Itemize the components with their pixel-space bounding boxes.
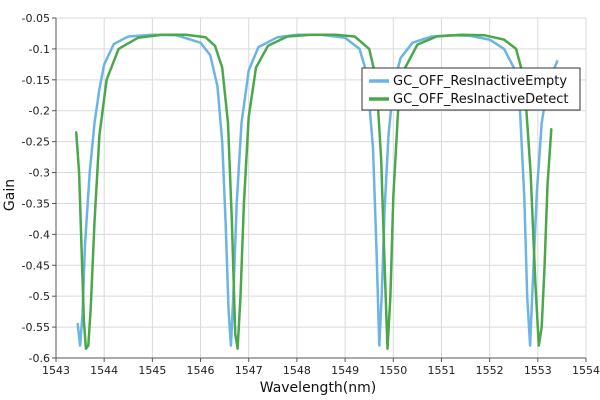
y-tick-label: -0.2	[29, 105, 50, 118]
y-tick-label: -0.1	[29, 43, 50, 56]
y-tick-labels: -0.05 -0.1 -0.15 -0.2 -0.25 -0.3 -0.35 -0.4 -0.4…	[22, 12, 50, 365]
x-axis-title: Wavelength(nm)	[260, 380, 376, 396]
x-tick-label: 1548	[283, 364, 311, 377]
series-lines	[74, 33, 559, 350]
y-tick-label: -0.35	[22, 197, 50, 210]
x-tick-label: 1550	[379, 364, 407, 377]
y-axis-title: Gain	[2, 179, 18, 211]
y-tick-label: -0.55	[22, 321, 50, 334]
legend-label-detect: GC_OFF_ResInactiveDetect	[393, 92, 569, 107]
axes	[52, 17, 587, 362]
legend: GC_OFF_ResInactiveEmpty GC_OFF_ResInacti…	[361, 67, 581, 111]
series-line-0	[76, 33, 559, 347]
y-tick-label: -0.3	[29, 167, 50, 180]
x-tick-label: 1544	[90, 364, 118, 377]
y-tick-label: -0.25	[22, 136, 50, 149]
y-tick-label: -0.4	[29, 228, 50, 241]
x-tick-label: 1545	[138, 364, 166, 377]
y-tick-label: -0.05	[22, 12, 50, 25]
x-tick-label: 1554	[572, 364, 600, 377]
x-tick-label: 1553	[524, 364, 552, 377]
x-tick-label: 1552	[476, 364, 504, 377]
x-tick-label: 1546	[187, 364, 215, 377]
x-tick-label: 1547	[235, 364, 263, 377]
y-tick-label: -0.45	[22, 259, 50, 272]
series-line-1	[74, 33, 553, 350]
legend-box	[361, 67, 581, 111]
x-tick-label: 1549	[331, 364, 359, 377]
x-tick-label: 1551	[427, 364, 455, 377]
y-tick-label: -0.15	[22, 74, 50, 87]
y-tick-label: -0.5	[29, 290, 50, 303]
x-tick-label: 1543	[42, 364, 70, 377]
x-tick-labels: 1543 1544 1545 1546 1547 1548 1549 1550 1551 1552…	[42, 364, 600, 377]
y-tick-label: -0.6	[29, 352, 50, 365]
legend-label-empty: GC_OFF_ResInactiveEmpty	[393, 74, 567, 89]
